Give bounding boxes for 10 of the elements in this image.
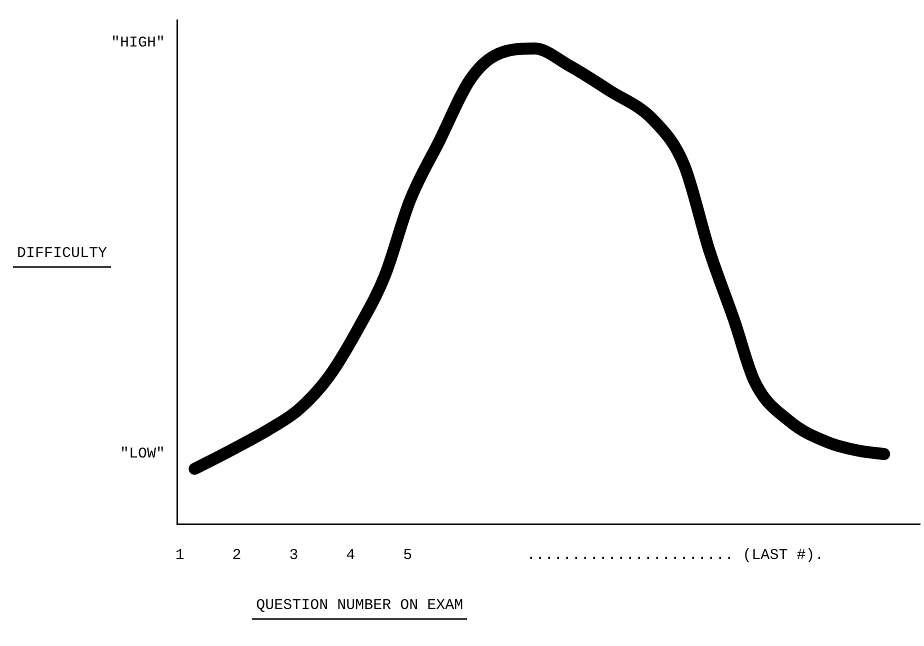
x-tick-label: 2 [232,546,242,564]
x-tick-label: 4 [346,546,356,564]
x-tick-label: 3 [289,546,298,564]
y-axis-title: DIFFICULTY [16,244,108,262]
text: "LOW" [120,445,165,462]
text: "HIGH" [110,34,165,52]
x-axis-title: QUESTION NUMBER ON EXAM [256,596,464,614]
x-tick-label: 5 [403,546,412,564]
x-tick-label: 1 [175,546,184,564]
x-tick-label: ....................... (LAST #). [526,546,824,564]
